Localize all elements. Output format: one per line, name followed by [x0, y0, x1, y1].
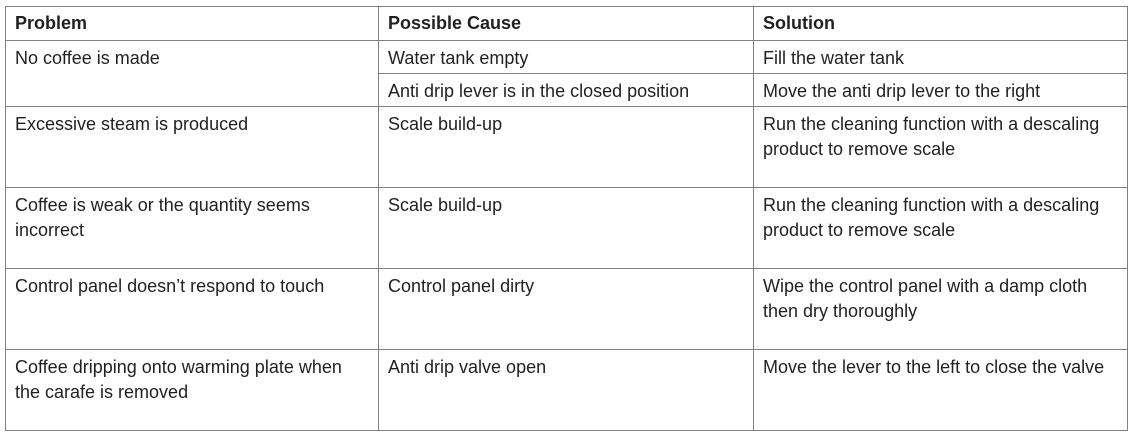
cause-cell: Scale build-up	[378, 187, 754, 269]
header-problem: Problem	[5, 6, 379, 41]
table-row: Excessive steam is produced Scale build-…	[5, 106, 1128, 188]
table-row: No coffee is made Water tank empty Fill …	[5, 40, 1128, 107]
solution-cell: Move the lever to the left to close the …	[753, 349, 1128, 431]
problem-cell: Control panel doesn’t respond to touch	[5, 268, 379, 350]
table-row: Anti drip lever is in the closed positio…	[6, 73, 1128, 107]
troubleshooting-table: Problem Possible Cause Solution No coffe…	[5, 6, 1128, 431]
solution-cell: Move the anti drip lever to the right	[753, 73, 1128, 107]
header-row: Problem Possible Cause Solution	[5, 6, 1128, 41]
cause-cell: Anti drip valve open	[378, 349, 754, 431]
header-solution: Solution	[753, 6, 1128, 41]
table-row: Coffee dripping onto warming plate when …	[5, 349, 1128, 431]
cause-cell: Water tank empty	[378, 40, 754, 74]
table-row: Control panel doesn’t respond to touch C…	[5, 268, 1128, 350]
problem-cell: Excessive steam is produced	[5, 106, 379, 188]
problem-cell: No coffee is made	[5, 40, 379, 107]
header-cause: Possible Cause	[378, 6, 754, 41]
table-row: Coffee is weak or the quantity seems inc…	[5, 187, 1128, 269]
solution-cell: Run the cleaning function with a descali…	[753, 187, 1128, 269]
problem-cell: Coffee dripping onto warming plate when …	[5, 349, 379, 431]
problem-cell: Coffee is weak or the quantity seems inc…	[5, 187, 379, 269]
cause-cell: Control panel dirty	[378, 268, 754, 350]
solution-cell: Wipe the control panel with a damp cloth…	[753, 268, 1128, 350]
cause-cell: Anti drip lever is in the closed positio…	[378, 73, 754, 107]
solution-cell: Run the cleaning function with a descali…	[753, 106, 1128, 188]
solution-cell: Fill the water tank	[753, 40, 1128, 74]
cause-cell: Scale build-up	[378, 106, 754, 188]
